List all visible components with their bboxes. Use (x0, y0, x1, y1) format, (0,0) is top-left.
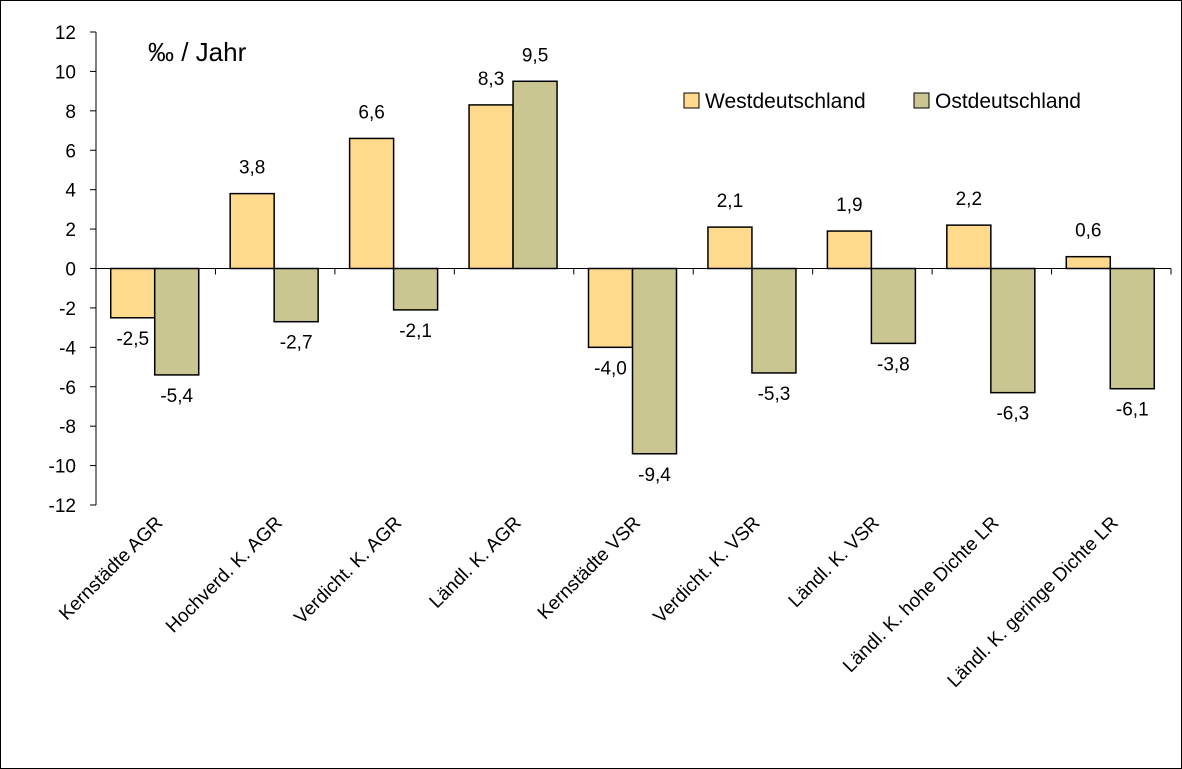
data-label: 2,2 (956, 189, 982, 210)
data-label: -9,4 (638, 465, 671, 486)
bar-ost (1109, 267, 1156, 390)
bar-ost (392, 267, 439, 311)
bar-ost (512, 80, 558, 270)
data-label: 2,1 (717, 191, 743, 212)
bar-ost (631, 267, 678, 455)
data-label: -3,8 (877, 354, 910, 375)
category-label: Hochverd. K. AGR (162, 513, 287, 638)
y-tick-label: -12 (49, 496, 76, 517)
bar-west (109, 267, 156, 319)
bar-west (587, 267, 634, 349)
data-label: 3,8 (239, 158, 265, 179)
legend-swatch (913, 92, 930, 109)
category-label: Kernstädte VSR (534, 513, 645, 624)
data-label: -2,7 (280, 333, 313, 354)
legend-label: Westdeutschland (705, 90, 866, 113)
bar-west (348, 137, 395, 270)
bar-ost (153, 267, 200, 376)
y-tick-label: -8 (59, 417, 76, 438)
data-label: 9,5 (522, 45, 548, 66)
data-label: -4,0 (594, 358, 627, 379)
bar-west (946, 224, 992, 270)
data-label: 8,3 (478, 69, 504, 90)
category-label: Verdicht. K. VSR (650, 513, 765, 628)
y-tick-label: 2 (65, 220, 76, 241)
data-label: -6,3 (996, 404, 1029, 425)
unit-label: ‰ / Jahr (148, 37, 247, 67)
category-label: Verdicht. K. AGR (290, 513, 406, 629)
bar-west (1065, 255, 1112, 270)
legend-swatch (683, 92, 700, 109)
y-tick-label: -6 (59, 378, 76, 399)
y-tick-label: -2 (59, 299, 76, 320)
bar-west (707, 226, 753, 270)
y-tick-label: -10 (49, 457, 76, 478)
y-tick-label: 12 (55, 23, 76, 44)
bar-ost (751, 267, 797, 374)
data-label: -5,4 (160, 386, 193, 407)
y-tick-label: 0 (65, 260, 76, 281)
data-label: 0,6 (1075, 221, 1101, 242)
y-tick-label: 6 (65, 141, 76, 162)
bar-ost (990, 267, 1036, 394)
data-label: 6,6 (358, 102, 384, 123)
bar-west (826, 230, 873, 270)
category-label: Ländl. K. VSR (785, 513, 884, 612)
bar-west (229, 192, 275, 270)
y-tick-label: 4 (65, 181, 76, 202)
bar-ost (870, 267, 917, 345)
data-label: -5,3 (758, 384, 791, 405)
y-tick-label: -4 (59, 338, 76, 359)
bar-ost (273, 267, 319, 323)
category-label: Kernstädte AGR (55, 513, 167, 625)
y-tick-label: 10 (55, 62, 76, 83)
bar-west (468, 104, 514, 270)
y-tick-label: 8 (65, 102, 76, 123)
data-label: -2,5 (116, 329, 149, 350)
legend-label: Ostdeutschland (935, 90, 1081, 113)
data-label: 1,9 (836, 195, 862, 216)
data-label: -2,1 (399, 321, 432, 342)
data-label: -6,1 (1116, 400, 1149, 421)
category-label: Ländl. K. AGR (426, 513, 526, 613)
